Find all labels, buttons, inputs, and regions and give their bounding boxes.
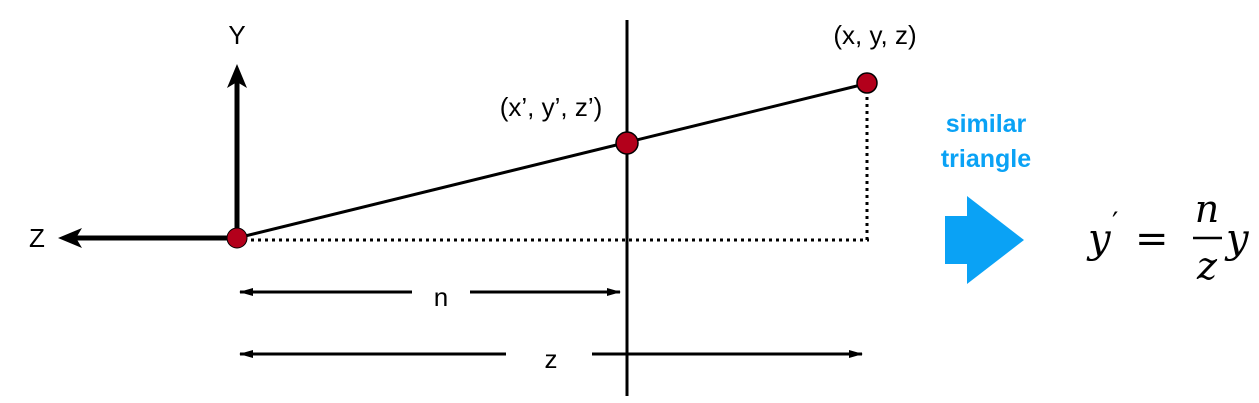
formula-equals: = — [1135, 216, 1169, 262]
formula-denominator: z — [1196, 244, 1218, 288]
origin-point — [226, 227, 248, 249]
projection-ray — [236, 81, 870, 240]
y-axis-label: Y — [228, 20, 245, 50]
formula-lhs: y — [1086, 216, 1112, 262]
dim-z-label: z — [545, 344, 558, 374]
near-point — [615, 131, 639, 155]
formula-rhs: y — [1224, 216, 1250, 262]
dim-n-label: n — [434, 282, 448, 312]
callout-line2: triangle — [941, 145, 1031, 173]
far-point-label: (x, y, z) — [833, 20, 916, 50]
near-point-label: (x’, y’, z’) — [500, 92, 603, 122]
y-axis-arrowhead — [227, 64, 247, 88]
formula-numerator: n — [1195, 187, 1219, 231]
z-axis-label: Z — [29, 223, 45, 253]
z-axis-arrowhead — [58, 228, 82, 248]
callout-line1: similar — [946, 110, 1027, 138]
far-point — [856, 72, 878, 94]
formula-prime: ′ — [1112, 206, 1118, 239]
arrow-right-icon — [945, 196, 1024, 284]
